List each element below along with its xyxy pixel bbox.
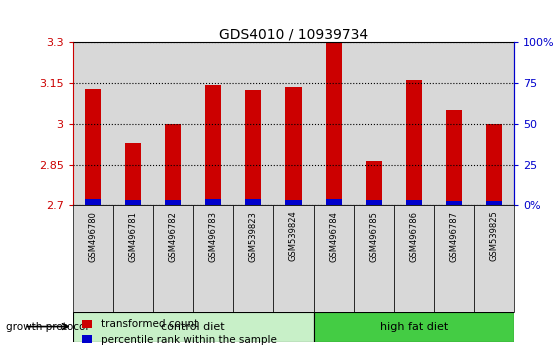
Bar — [153, 205, 193, 312]
Text: high fat diet: high fat diet — [380, 321, 448, 332]
Bar — [394, 205, 434, 312]
Bar — [434, 42, 474, 205]
Bar — [314, 312, 514, 342]
Bar — [85, 199, 101, 205]
Text: GSM496781: GSM496781 — [129, 211, 138, 262]
Legend: transformed count, percentile rank within the sample: transformed count, percentile rank withi… — [78, 315, 281, 349]
Text: GSM496785: GSM496785 — [369, 211, 378, 262]
Bar — [325, 199, 342, 205]
Bar — [233, 205, 273, 312]
Bar — [366, 200, 382, 205]
Bar — [125, 200, 141, 205]
Bar — [474, 205, 514, 312]
Bar — [113, 42, 153, 205]
Bar — [286, 200, 301, 205]
Bar — [233, 42, 273, 205]
Bar — [85, 88, 101, 205]
Bar — [366, 161, 382, 205]
Bar — [205, 85, 221, 205]
Text: growth protocol: growth protocol — [6, 321, 88, 332]
Bar — [314, 205, 354, 312]
Bar — [394, 42, 434, 205]
Text: GSM496786: GSM496786 — [409, 211, 419, 262]
Bar — [354, 42, 394, 205]
Text: GSM496784: GSM496784 — [329, 211, 338, 262]
Bar — [406, 80, 422, 205]
Title: GDS4010 / 10939734: GDS4010 / 10939734 — [219, 27, 368, 41]
Bar — [273, 205, 314, 312]
Bar — [354, 205, 394, 312]
Bar — [205, 199, 221, 205]
Bar — [125, 143, 141, 205]
Text: GSM496780: GSM496780 — [88, 211, 97, 262]
Text: GSM496783: GSM496783 — [209, 211, 217, 262]
Bar — [446, 110, 462, 205]
Bar — [486, 201, 502, 205]
Bar — [165, 124, 181, 205]
Bar — [245, 90, 262, 205]
Text: GSM539823: GSM539823 — [249, 211, 258, 262]
Bar — [73, 312, 314, 342]
Bar — [165, 200, 181, 205]
Bar — [153, 42, 193, 205]
Bar — [314, 42, 354, 205]
Bar — [446, 201, 462, 205]
Text: GSM496782: GSM496782 — [168, 211, 178, 262]
Text: GSM539824: GSM539824 — [289, 211, 298, 261]
Bar — [434, 205, 474, 312]
Text: GSM539825: GSM539825 — [490, 211, 499, 261]
Bar — [474, 42, 514, 205]
Bar — [193, 42, 233, 205]
Bar — [73, 205, 113, 312]
Bar — [193, 205, 233, 312]
Bar — [113, 205, 153, 312]
Bar — [486, 124, 502, 205]
Text: control diet: control diet — [162, 321, 225, 332]
Bar — [406, 200, 422, 205]
Bar — [73, 42, 113, 205]
Bar — [245, 199, 262, 205]
Bar — [286, 87, 301, 205]
Text: GSM496787: GSM496787 — [449, 211, 458, 262]
Bar — [273, 42, 314, 205]
Bar — [325, 42, 342, 205]
